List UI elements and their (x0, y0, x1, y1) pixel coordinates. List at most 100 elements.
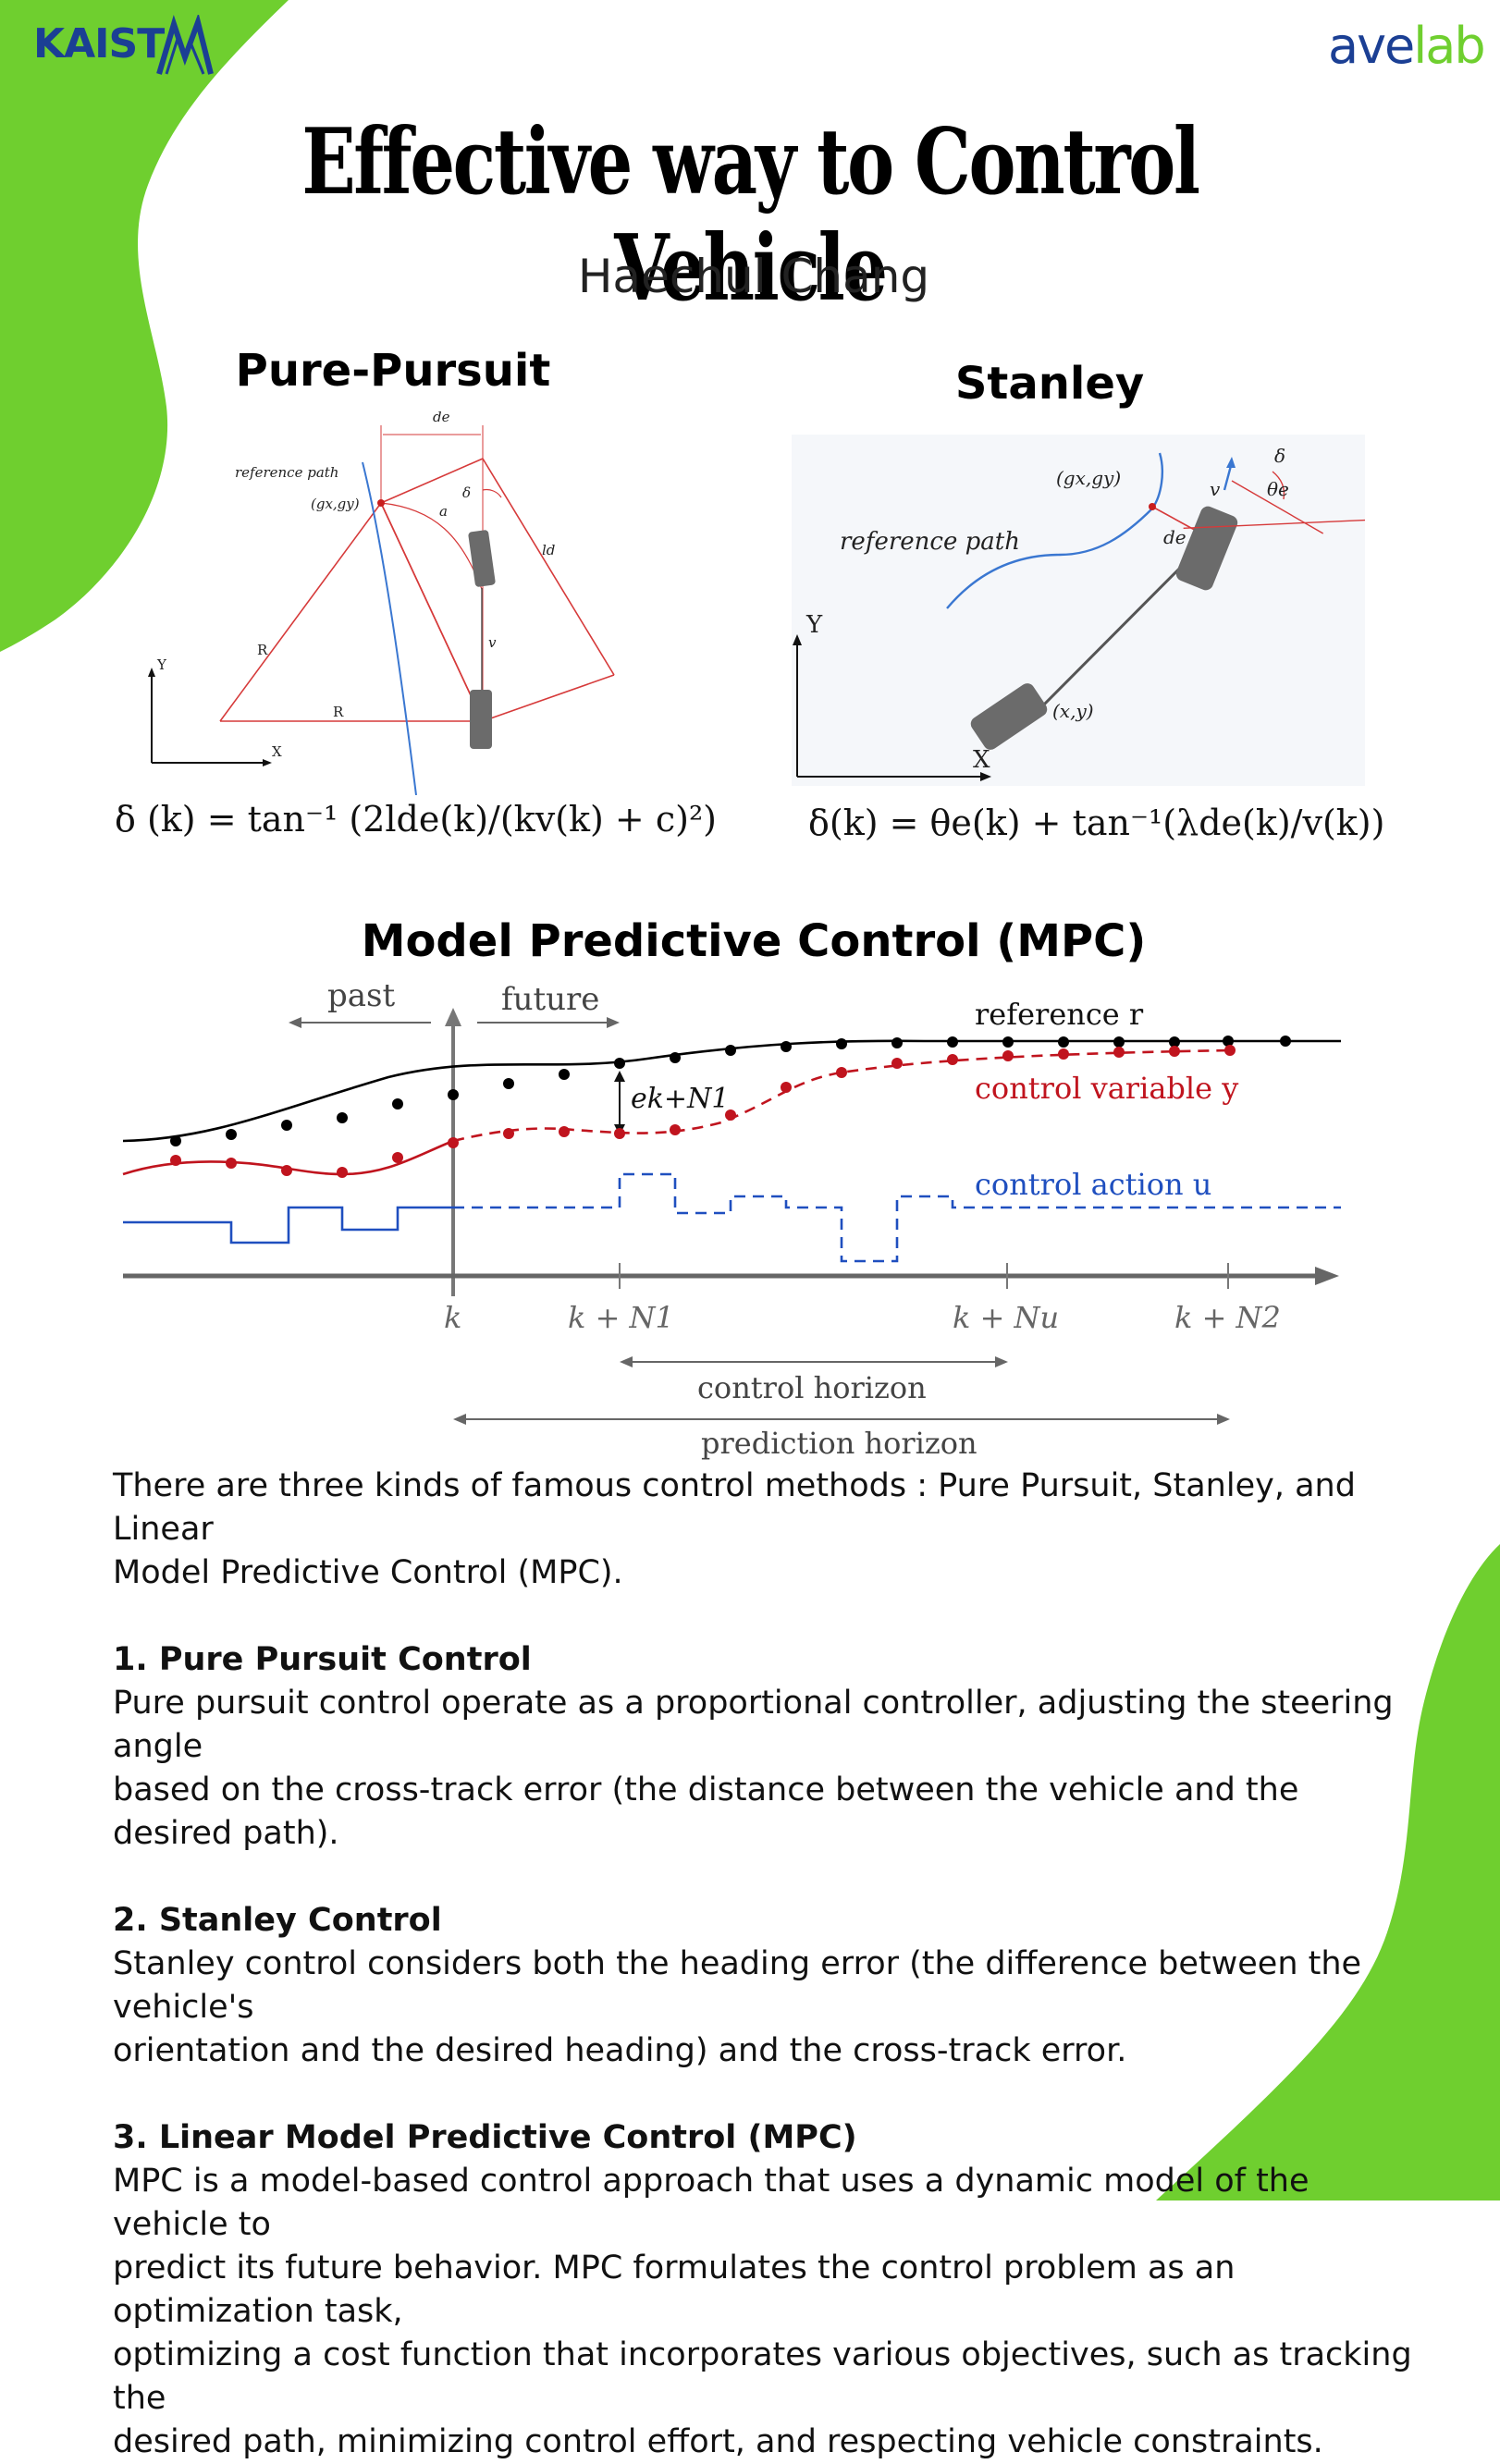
mpc-past-label: past (327, 977, 395, 1014)
st-de-label: de (1163, 526, 1186, 548)
kaist-logo: KAIST (33, 20, 165, 67)
pp-delta-label: δ (462, 484, 471, 501)
pure-pursuit-text-1: Pure pursuit control operate as a propor… (113, 1685, 1394, 1765)
stanley-diagram: reference path (gx,gy) de v δ θe (x,y) Y… (792, 435, 1365, 786)
st-x-label: X (973, 746, 990, 774)
mpc-text-1: MPC is a model-based control approach th… (113, 2163, 1309, 2243)
stanley-reference-path (946, 452, 1164, 609)
mpc-control-variable-point (1002, 1050, 1014, 1061)
mpc-reference-point (1113, 1036, 1125, 1048)
mpc-control-variable-point (947, 1054, 958, 1065)
mpc-heading: Model Predictive Control (MPC) (361, 915, 1147, 967)
mpc-control-variable-point (670, 1124, 681, 1135)
mpc-reference-point (725, 1045, 736, 1056)
mpc-reference-point (1058, 1036, 1069, 1048)
stanley-section-heading: 2. Stanley Control (113, 1902, 442, 1939)
mpc-reference-point (1169, 1036, 1180, 1048)
mpc-reference-point (614, 1058, 625, 1069)
intro-line-1: There are three kinds of famous control … (113, 1467, 1356, 1548)
mpc-control-variable-point (1169, 1046, 1180, 1057)
mpc-control-variable-point (503, 1128, 514, 1139)
pure-pursuit-heading: Pure-Pursuit (235, 345, 551, 397)
mpc-control-variable-point (836, 1067, 847, 1078)
mpc-reference-point (1223, 1036, 1234, 1047)
pp-ref-path-label: reference path (235, 464, 338, 481)
top-left-green-shape (0, 0, 289, 652)
mpc-control-variable-label: control variable y (975, 1071, 1238, 1106)
avelab-logo: avelab (1328, 17, 1486, 75)
mpc-reference-point (836, 1038, 847, 1049)
mpc-tick-n1: k + N1 (568, 1300, 674, 1335)
mpc-text-3: optimizing a cost function that incorpor… (113, 2336, 1412, 2417)
author-name: Haechul Chang (577, 250, 930, 303)
stanley-text-1: Stanley control considers both the headi… (113, 1945, 1362, 2026)
pp-r2-label: R (333, 704, 344, 720)
mpc-control-variable-point (226, 1158, 237, 1169)
mpc-text-2: predict its future behavior. MPC formula… (113, 2249, 1236, 2330)
avelab-logo-part-b: lab (1413, 17, 1485, 75)
st-goal-label: (gx,gy) (1056, 467, 1121, 489)
pp-reference-path (362, 461, 417, 795)
mpc-tick-nu: k + Nu (953, 1300, 1059, 1335)
mpc-control-action-past (123, 1206, 453, 1244)
st-y-label: Y (805, 611, 823, 639)
mpc-control-variable-point (1224, 1045, 1236, 1056)
mpc-reference-point (503, 1078, 514, 1089)
mpc-control-variable-point (170, 1155, 181, 1166)
mpc-control-variable-point (1058, 1048, 1069, 1060)
mpc-control-variable-point (614, 1128, 625, 1139)
mpc-tick-k: k (444, 1300, 461, 1335)
mpc-control-variable-point (781, 1082, 792, 1093)
mpc-control-variable-point (1113, 1047, 1125, 1058)
pure-pursuit-formula: δ (k) = tan⁻¹ (2lde(k)/(kv(k) + c)²) (115, 799, 718, 840)
mpc-reference-point (170, 1135, 181, 1146)
st-v-label: v (1210, 478, 1221, 500)
st-theta-label: θe (1267, 478, 1289, 500)
mpc-reference-point (226, 1129, 237, 1140)
mpc-reference-point (448, 1089, 459, 1100)
pp-r1-label: R (257, 642, 268, 658)
pure-pursuit-section-heading: 1. Pure Pursuit Control (113, 1641, 532, 1678)
mpc-section-heading: 3. Linear Model Predictive Control (MPC) (113, 2119, 857, 2156)
mpc-reference-point (891, 1037, 903, 1048)
pp-goal-label: (gx,gy) (311, 496, 360, 512)
pp-de-label: de (433, 409, 450, 425)
mpc-control-variable-point (891, 1058, 903, 1069)
mpc-reference-point (781, 1041, 792, 1052)
mpc-reference-point (670, 1052, 681, 1063)
mpc-text-4: desired path, minimizing control effort,… (113, 2423, 1323, 2460)
mpc-control-variable-point (392, 1152, 403, 1163)
pp-v-label: v (488, 634, 497, 651)
body-text: There are three kinds of famous control … (113, 1465, 1426, 2464)
mpc-control-variable-point (337, 1167, 348, 1178)
mpc-control-variable-point (725, 1109, 736, 1121)
mpc-diagram: past future k k + N1 k + Nu k + N2 contr… (122, 977, 1341, 1461)
mpc-reference-point (947, 1036, 958, 1048)
st-ref-path-label: reference path (840, 528, 1020, 556)
pp-a-label: a (439, 503, 448, 520)
mpc-reference-point (1002, 1036, 1014, 1048)
pp-x-label: X (272, 743, 282, 760)
mpc-prediction-horizon: prediction horizon (701, 1426, 977, 1461)
mpc-control-variable-point (559, 1126, 570, 1137)
mpc-error-label: ek+N1 (631, 1083, 729, 1115)
pp-y-label: Y (156, 656, 167, 673)
pure-pursuit-text-2: based on the cross-track error (the dist… (113, 1771, 1299, 1852)
mpc-reference-label: reference r (975, 997, 1144, 1032)
bottom-right-green-shape (1156, 1544, 1500, 2200)
st-pos-label: (x,y) (1052, 700, 1094, 722)
mpc-future-label: future (501, 981, 599, 1018)
pure-pursuit-diagram: reference path (gx,gy) de δ a ld v R R Y… (148, 409, 615, 795)
stanley-heading: Stanley (954, 358, 1145, 410)
background-decoration (0, 0, 1500, 2200)
mpc-reference-point (559, 1069, 570, 1080)
mpc-control-action-label: control action u (975, 1167, 1211, 1202)
stanley-text-2: orientation and the desired heading) and… (113, 2032, 1127, 2069)
page-title: Effective way to Control Vehicle (301, 109, 1200, 322)
mpc-control-horizon: control horizon (697, 1370, 927, 1405)
mpc-tick-n2: k + N2 (1174, 1300, 1281, 1335)
stanley-formula: δ(k) = θe(k) + tan⁻¹(λde(k)/v(k)) (808, 803, 1385, 843)
mpc-reference-point (281, 1120, 292, 1131)
intro-line-2: Model Predictive Control (MPC). (113, 1554, 623, 1591)
kaist-emblem-icon (156, 15, 214, 75)
